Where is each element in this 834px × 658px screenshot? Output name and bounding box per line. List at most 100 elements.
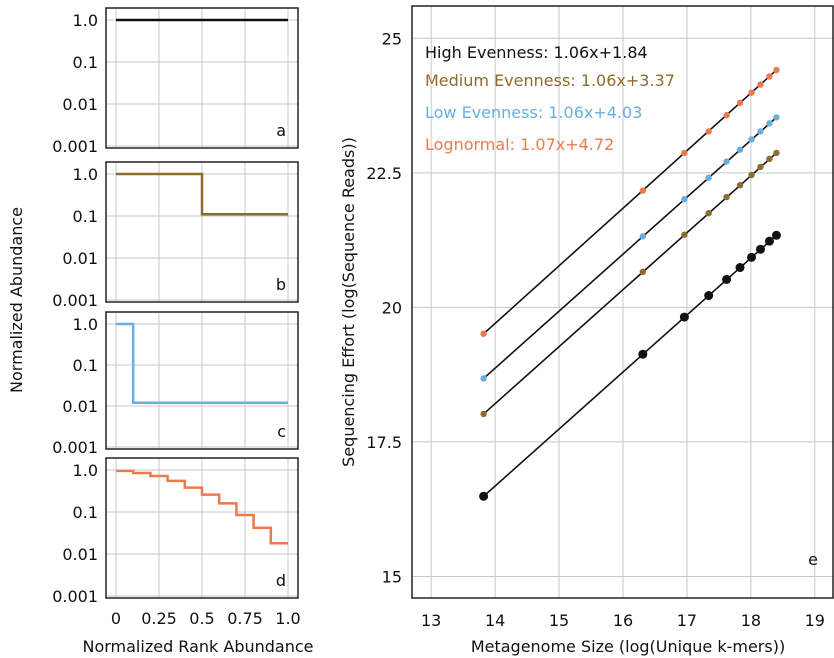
x-tick-label: 17 xyxy=(677,611,697,630)
y-tick-label: 1.0 xyxy=(73,315,98,334)
series-line xyxy=(116,322,288,405)
y-tick-label: 0.01 xyxy=(62,397,98,416)
x-tick-label: 0.75 xyxy=(227,609,263,628)
data-point xyxy=(773,149,780,157)
panel-label: b xyxy=(276,275,286,294)
panel-label: a xyxy=(276,121,286,140)
panel-frame xyxy=(105,311,299,450)
data-point xyxy=(681,231,688,238)
y-tick-label: 20 xyxy=(382,298,402,317)
y-tick-label: 0.001 xyxy=(52,291,98,310)
fit-line xyxy=(483,234,777,497)
data-point xyxy=(757,163,764,171)
panel-label: c xyxy=(277,422,286,441)
data-point xyxy=(705,174,712,181)
panel-frame xyxy=(105,7,299,149)
data-point xyxy=(639,268,647,276)
panel-frame xyxy=(411,5,834,599)
data-point xyxy=(748,89,755,96)
fit-line xyxy=(483,152,777,415)
data-point xyxy=(764,236,774,246)
data-point xyxy=(723,193,730,201)
y-tick-label: 0.01 xyxy=(62,249,98,268)
series-line xyxy=(116,172,288,216)
legend-entry: Medium Evenness: 1.06x+3.37 xyxy=(425,71,675,90)
y-tick-label: 1.0 xyxy=(73,11,98,30)
panel-d: 1.0 0.1 0.01 0.001 d 0 0.25 0.5 0.75 1.0 xyxy=(52,457,301,628)
data-point xyxy=(480,330,487,337)
data-point xyxy=(480,410,487,418)
y-tick-label: 0.1 xyxy=(73,53,98,72)
data-point xyxy=(773,66,780,74)
data-point xyxy=(747,252,757,262)
data-point xyxy=(723,158,730,165)
data-point xyxy=(757,128,764,135)
data-point xyxy=(638,349,648,359)
data-point xyxy=(722,274,732,284)
data-point xyxy=(766,73,773,80)
x-tick-label: 1.0 xyxy=(275,609,300,628)
data-point xyxy=(735,263,745,273)
data-point xyxy=(705,210,712,217)
data-point xyxy=(766,120,773,127)
panel-label: d xyxy=(276,571,286,590)
y-tick-label: 25 xyxy=(382,29,402,48)
left-panels: 1.0 0.1 0.01 0.001 a 1.0 0.1 0.01 0.001 b 1.0 0.1 0.… xyxy=(52,7,301,628)
data-point xyxy=(681,196,688,203)
x-tick-label: 14 xyxy=(485,611,505,630)
x-tick-label: 0.5 xyxy=(189,609,214,628)
legend-entry: Low Evenness: 1.06x+4.03 xyxy=(425,103,642,122)
y-tick-label: 1.0 xyxy=(73,165,98,184)
x-tick-label: 18 xyxy=(741,611,761,630)
y-tick-label: 0.1 xyxy=(73,503,98,522)
x-tick-label: 19 xyxy=(805,611,825,630)
data-point xyxy=(639,187,647,194)
data-point xyxy=(755,244,765,254)
panel-a: 1.0 0.1 0.01 0.001 a xyxy=(52,7,299,156)
y-tick-label: 0.1 xyxy=(73,356,98,375)
right-y-axis-label: Sequencing Effort (log(Sequence Reads)) xyxy=(339,137,358,467)
series-line xyxy=(116,469,288,545)
data-point xyxy=(480,375,487,382)
x-tick-label: 0.25 xyxy=(141,609,177,628)
x-tick-label: 0 xyxy=(111,609,121,628)
data-point xyxy=(748,136,755,143)
y-tick-label: 0.1 xyxy=(73,207,98,226)
y-tick-label: 0.001 xyxy=(52,438,98,457)
y-tick-label: 15 xyxy=(382,567,402,586)
data-point xyxy=(736,99,744,107)
y-tick-label: 1.0 xyxy=(73,461,98,480)
left-x-axis-label: Normalized Rank Abundance xyxy=(82,637,313,656)
data-point xyxy=(681,149,688,157)
panel-frame xyxy=(105,457,299,599)
x-tick-label: 13 xyxy=(421,611,441,630)
data-point xyxy=(704,291,714,301)
panel-frame xyxy=(105,161,299,303)
right-x-axis-label: Metagenome Size (log(Unique k-mers)) xyxy=(471,637,785,656)
scatter-panel-e: 13 14 15 16 17 18 19 15 17.5 20 22.5 25 High Evennes… xyxy=(366,5,834,630)
y-tick-label: 0.01 xyxy=(62,95,98,114)
data-point xyxy=(757,81,764,88)
fit-line xyxy=(483,116,777,380)
data-point xyxy=(705,128,712,135)
x-tick-label: 15 xyxy=(549,611,569,630)
data-point xyxy=(679,312,689,322)
data-point xyxy=(479,491,489,501)
x-tick-label: 16 xyxy=(613,611,633,630)
panel-c: 1.0 0.1 0.01 0.001 c xyxy=(52,311,299,457)
data-point xyxy=(639,233,647,240)
data-point xyxy=(773,114,780,121)
y-tick-label: 0.001 xyxy=(52,587,98,606)
data-point xyxy=(736,182,744,189)
y-tick-label: 0.001 xyxy=(52,137,98,156)
data-point xyxy=(723,112,730,119)
panel-label: e xyxy=(808,550,818,569)
y-tick-label: 17.5 xyxy=(366,433,402,452)
legend-entry: Lognormal: 1.07x+4.72 xyxy=(425,135,614,154)
data-point xyxy=(766,155,773,163)
data-point xyxy=(748,171,755,179)
data-point xyxy=(771,230,781,240)
y-tick-label: 22.5 xyxy=(366,164,402,183)
left-y-axis-label: Normalized Abundance xyxy=(7,207,26,393)
